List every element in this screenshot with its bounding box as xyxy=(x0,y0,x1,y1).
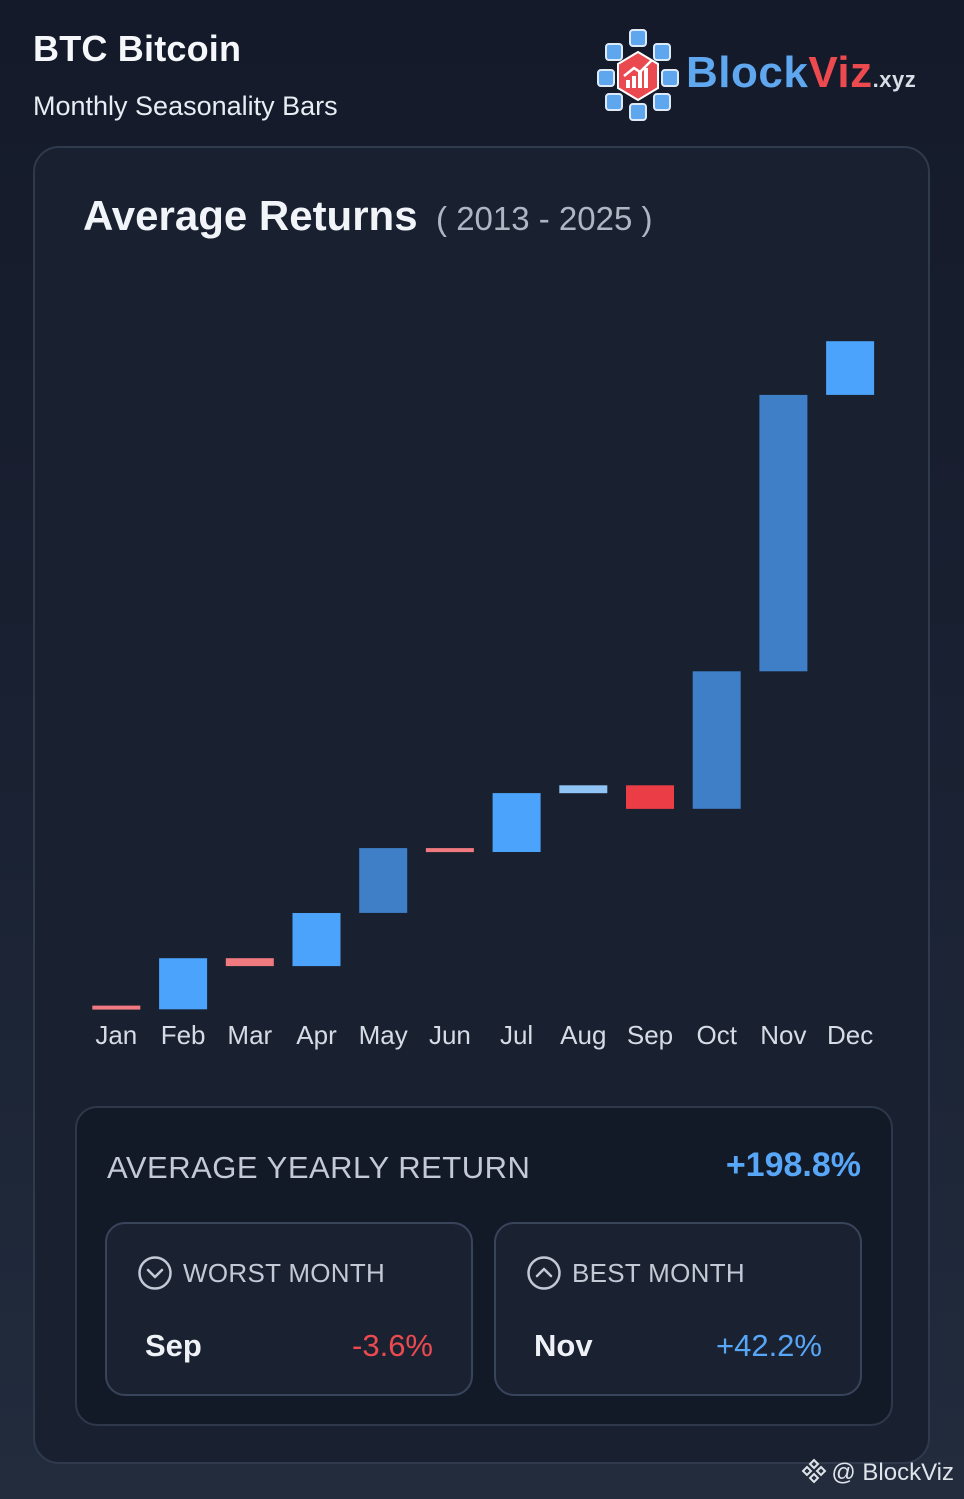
bar-mar xyxy=(225,958,274,967)
bar-jan xyxy=(92,1005,141,1010)
watermark-text: @ BlockViz xyxy=(831,1459,954,1486)
month-label-jun: Jun xyxy=(429,1020,471,1050)
bar-aug xyxy=(559,785,608,794)
chart-year-range: ( 2013 - 2025 ) xyxy=(436,200,653,237)
chevron-up-circle-icon xyxy=(527,1256,561,1290)
best-month-name: Nov xyxy=(534,1328,593,1363)
month-label-feb: Feb xyxy=(161,1020,206,1050)
worst-month-value: -3.6% xyxy=(352,1328,433,1363)
logo-wordmark: BlockViz.xyz xyxy=(686,48,916,98)
month-label-dec: Dec xyxy=(827,1020,873,1050)
blockviz-logo: BlockViz.xyz xyxy=(596,28,936,124)
avg-yearly-return-value: +198.8% xyxy=(725,1146,861,1184)
summary-panel: AVERAGE YEARLY RETURN +198.8% WORST MONT… xyxy=(75,1106,893,1426)
bar-oct xyxy=(692,671,741,809)
month-label-oct: Oct xyxy=(696,1020,737,1050)
bar-may xyxy=(359,848,408,913)
month-label-mar: Mar xyxy=(227,1020,272,1050)
month-label-sep: Sep xyxy=(627,1020,673,1050)
month-label-jul: Jul xyxy=(500,1020,533,1050)
bar-dec xyxy=(826,341,875,395)
bar-feb xyxy=(159,958,208,1010)
best-month-label: BEST MONTH xyxy=(572,1258,745,1288)
worst-month-card: WORST MONTH Sep -3.6% xyxy=(105,1222,473,1396)
best-month-card: BEST MONTH Nov +42.2% xyxy=(494,1222,862,1396)
month-label-jan: Jan xyxy=(95,1020,137,1050)
bar-sep xyxy=(626,785,674,809)
month-label-may: May xyxy=(359,1020,408,1050)
app-subtitle: Monthly Seasonality Bars xyxy=(33,91,338,121)
chart-heading: Average Returns ( 2013 - 2025 ) xyxy=(83,192,653,240)
logo-text-xyz: .xyz xyxy=(872,67,917,92)
month-label-aug: Aug xyxy=(560,1020,606,1050)
month-label-apr: Apr xyxy=(296,1020,337,1050)
bar-apr xyxy=(292,913,341,967)
bar-jun xyxy=(425,848,474,853)
logo-text-block: Block xyxy=(686,48,809,97)
chevron-down-circle-icon xyxy=(138,1256,172,1290)
waterfall-chart: Jan Feb Mar Apr May Jun Jul Aug Sep Oct Nov Dec xyxy=(92,341,875,1050)
worst-month-name: Sep xyxy=(145,1328,202,1363)
chart-card: Average Returns ( 2013 - 2025 ) Jan Feb Ma… xyxy=(33,146,930,1464)
binance-diamond-icon xyxy=(801,1458,827,1484)
avg-yearly-return-label: AVERAGE YEARLY RETURN xyxy=(107,1150,531,1185)
blockviz-logo-icon xyxy=(597,29,679,121)
watermark: @ BlockViz xyxy=(801,1458,954,1487)
month-label-nov: Nov xyxy=(760,1020,806,1050)
bar-jul xyxy=(492,793,541,852)
best-month-value: +42.2% xyxy=(715,1328,822,1363)
bar-nov xyxy=(759,394,808,672)
logo-text-viz: Viz xyxy=(808,48,873,97)
app-title: BTC Bitcoin xyxy=(33,28,242,69)
worst-month-label: WORST MONTH xyxy=(183,1258,386,1288)
chart-title: Average Returns xyxy=(83,192,418,239)
